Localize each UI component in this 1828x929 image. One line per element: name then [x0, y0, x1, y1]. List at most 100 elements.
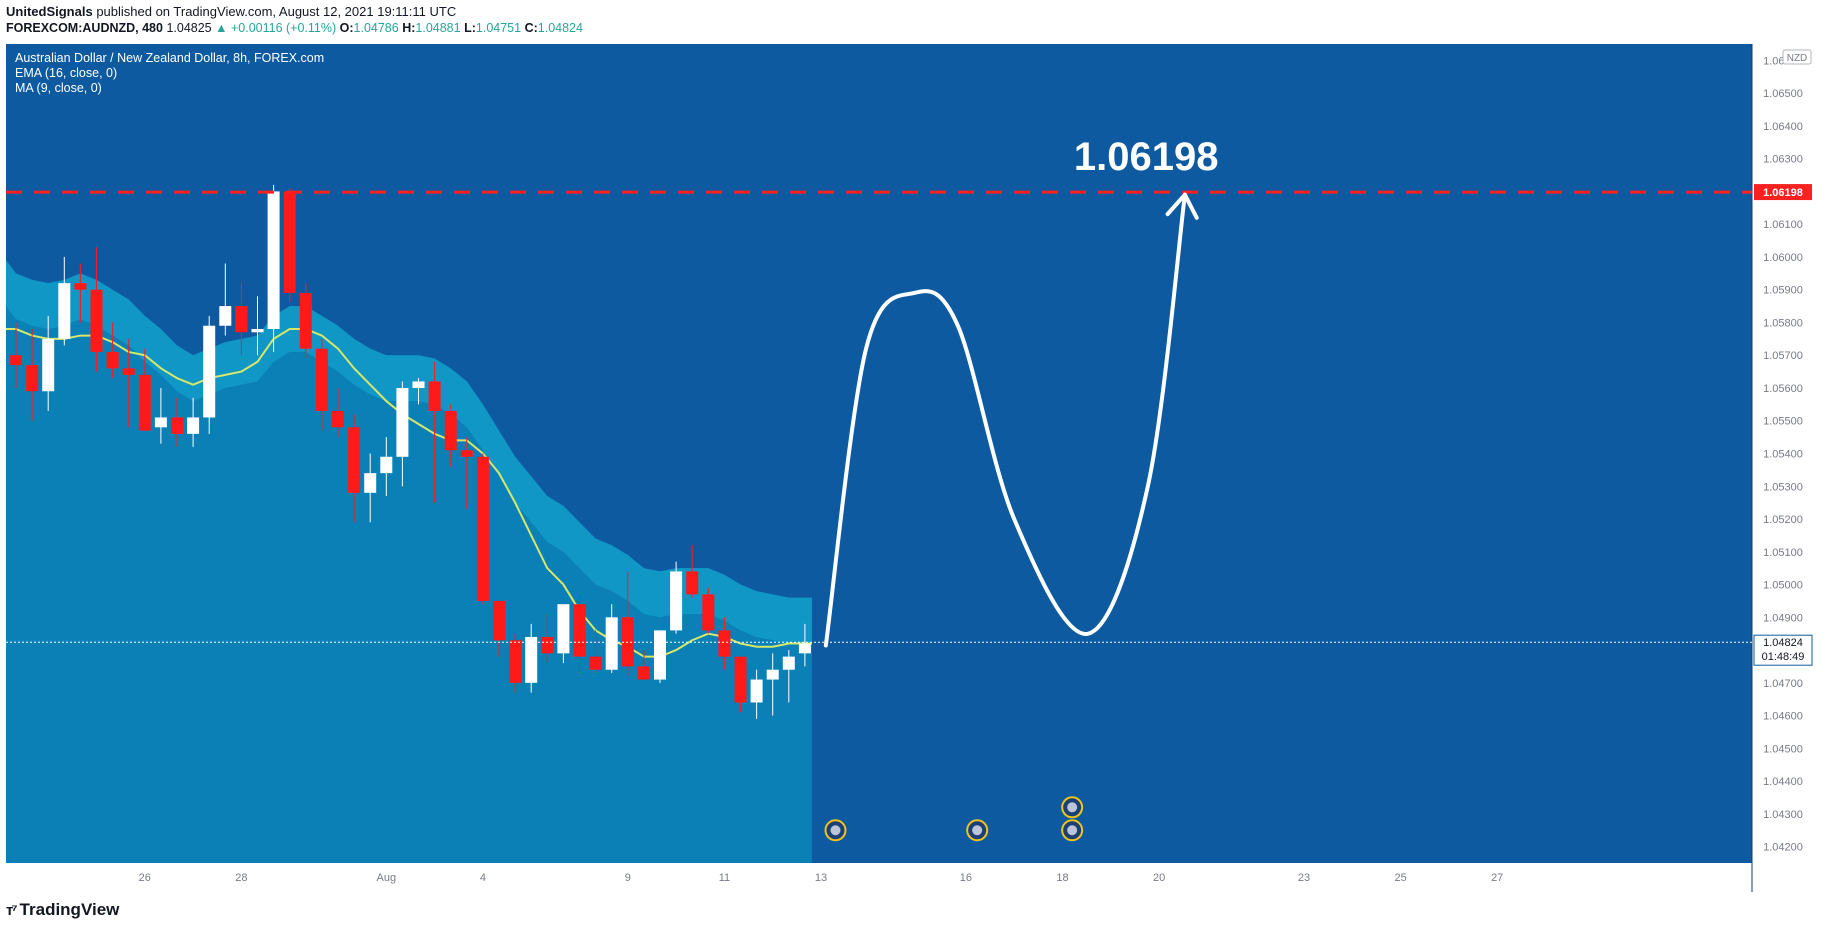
candle: [283, 188, 296, 303]
time-tick-label: 9: [625, 872, 631, 884]
price-chart[interactable]: 1.04200 1.04300 1.04400 1.04500 1.04600 1.047…: [6, 44, 1822, 892]
candle-body: [444, 410, 457, 451]
close-value: 1.04824: [537, 21, 583, 35]
candle-body: [670, 571, 683, 631]
time-axis-panel: [6, 863, 1822, 892]
candle-body: [380, 456, 393, 474]
candle-body: [299, 292, 312, 349]
open-label: O:: [339, 21, 354, 35]
candle-body: [782, 656, 795, 670]
candle-body: [766, 669, 779, 680]
candle-body: [26, 365, 39, 392]
price-tick-label: 1.05000: [1763, 580, 1803, 592]
quote-line: FOREXCOM:AUDNZD, 480 1.04825 ▲ +0.00116 …: [6, 21, 583, 35]
candle: [605, 604, 618, 673]
price-tick-label: 1.05600: [1763, 383, 1803, 395]
candle-body: [476, 456, 489, 601]
candle: [476, 453, 489, 605]
legend-ema[interactable]: EMA (16, close, 0): [15, 66, 117, 80]
candle-body: [605, 617, 618, 670]
high-label: H:: [402, 21, 416, 35]
candle: [766, 653, 779, 716]
time-tick-label: 26: [139, 872, 151, 884]
price-tick-label: 1.05700: [1763, 350, 1803, 362]
candle: [235, 283, 248, 356]
target-price-badge: 1.06198: [1763, 187, 1803, 199]
low-label: L:: [464, 21, 476, 35]
time-tick-label: 20: [1153, 872, 1165, 884]
time-tick-label: 11: [719, 872, 730, 884]
economic-event-flag-icon[interactable]: [1061, 796, 1084, 819]
candle: [428, 361, 441, 503]
legend-ma[interactable]: MA (9, close, 0): [15, 81, 102, 95]
price-tick-label: 1.04700: [1763, 678, 1803, 690]
candle: [203, 315, 216, 434]
candle: [750, 669, 763, 719]
candle-body: [557, 604, 570, 654]
candle-body: [154, 417, 167, 428]
price-tick-label: 1.05900: [1763, 285, 1803, 297]
candle: [444, 404, 457, 467]
economic-event-flag-icon[interactable]: [966, 819, 989, 842]
candle: [364, 453, 377, 523]
economic-event-flag-icon[interactable]: [1061, 819, 1084, 842]
bar-countdown: 01:48:49: [1762, 651, 1805, 663]
candle-body: [718, 630, 731, 657]
candle: [154, 387, 167, 444]
candle: [299, 283, 312, 359]
candle: [541, 614, 554, 664]
events-layer: [824, 796, 1084, 842]
candle: [122, 338, 135, 428]
tradingview-logo[interactable]: ᴛ⁷ TradingView: [6, 900, 119, 920]
publisher-name[interactable]: UnitedSignals: [6, 4, 93, 19]
candle-body: [74, 283, 87, 290]
candle-body: [219, 306, 232, 326]
time-axis[interactable]: 232628Aug491113161820232527: [6, 872, 1503, 884]
price-tick-label: 1.04500: [1763, 743, 1803, 755]
price-tick-label: 1.06300: [1763, 154, 1803, 166]
candle-body: [267, 191, 280, 330]
price-tick-label: 1.04900: [1763, 612, 1803, 624]
event-flag-center: [1067, 802, 1078, 813]
close-label: C:: [524, 21, 538, 35]
price-tick-label: 1.06400: [1763, 121, 1803, 133]
candle: [138, 348, 151, 431]
price-tick-label: 1.05100: [1763, 547, 1803, 559]
time-tick-label: 16: [960, 872, 972, 884]
projection-arrowhead: [1165, 192, 1199, 220]
low-value: 1.04751: [475, 21, 522, 35]
candle: [557, 604, 570, 664]
event-flag-center: [972, 825, 983, 836]
candle: [702, 587, 715, 634]
time-tick-label: 18: [1056, 872, 1068, 884]
candle-body: [10, 355, 22, 366]
candle: [493, 600, 505, 657]
candle: [171, 397, 183, 447]
economic-event-flag-icon[interactable]: [824, 819, 847, 842]
candle-body: [702, 594, 715, 631]
projection-layer: [823, 192, 1199, 648]
candle-body: [58, 283, 71, 339]
candle-body: [122, 368, 135, 375]
candle: [26, 329, 39, 421]
candle-body: [493, 600, 505, 641]
tradingview-logo-text: TradingView: [19, 900, 120, 919]
candle: [460, 437, 473, 510]
currency-badge: NZD: [1787, 53, 1808, 64]
candle-body: [589, 656, 602, 670]
candle: [670, 561, 683, 634]
time-tick-label: 28: [235, 872, 247, 884]
price-tick-label: 1.06000: [1763, 252, 1803, 264]
time-tick-label: 13: [815, 872, 827, 884]
up-arrow-icon: ▲: [215, 21, 228, 35]
price-change: +0.00116 (+0.11%): [230, 21, 337, 35]
candle-body: [106, 351, 119, 369]
candle: [187, 397, 200, 447]
candle: [332, 387, 344, 438]
candle: [42, 315, 55, 411]
candle-body: [283, 191, 296, 293]
open-value: 1.04786: [353, 21, 399, 35]
target-price-badge-box: [1754, 184, 1812, 201]
candle-body: [750, 679, 763, 703]
projection-curve[interactable]: [823, 192, 1187, 648]
